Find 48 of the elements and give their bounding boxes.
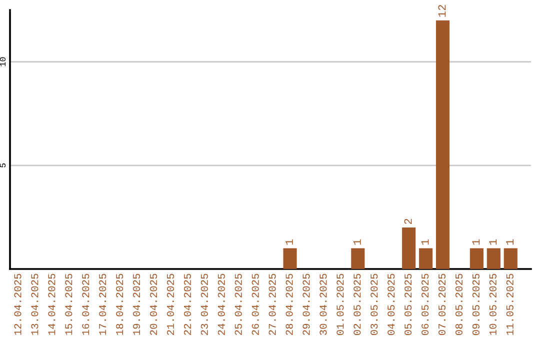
x-tick-label: 07.05.2025 <box>438 274 446 336</box>
data-label: 1 <box>286 239 293 245</box>
x-tick-label: 03.05.2025 <box>370 274 378 336</box>
x-tick-label: 22.04.2025 <box>184 274 191 335</box>
x-tick-label: 27.04.2025 <box>268 274 276 335</box>
x-tick-label: 18.04.2025 <box>116 274 124 335</box>
x-tick-label: 25.04.2025 <box>234 274 242 335</box>
x-tick-label: 21.04.2025 <box>166 274 174 335</box>
bar <box>504 248 518 269</box>
x-tick-label: 26.04.2025 <box>252 274 259 335</box>
bar <box>351 248 365 269</box>
x-tick-label: 08.05.2025 <box>455 274 463 336</box>
data-label: 1 <box>353 239 361 245</box>
x-tick-label: 24.04.2025 <box>218 274 225 335</box>
x-tick-label: 19.04.2025 <box>133 274 140 335</box>
x-tick-label: 30.04.2025 <box>320 274 327 336</box>
x-tick-label: 12.04.2025 <box>14 274 22 335</box>
x-tick-label: 09.05.2025 <box>472 274 480 336</box>
bar <box>470 248 484 269</box>
x-tick-label: 05.05.2025 <box>404 274 412 336</box>
x-tick-label: 28.04.2025 <box>286 274 293 335</box>
x-tick-label: 10.05.2025 <box>489 274 496 335</box>
data-label: 1 <box>489 239 497 245</box>
x-tick-label: 16.04.2025 <box>82 274 90 335</box>
bar <box>418 248 433 269</box>
x-tick-label: 23.04.2025 <box>200 274 208 335</box>
x-tick-label: 15.04.2025 <box>65 274 72 335</box>
y-tick-label: 5 <box>0 163 6 168</box>
data-label: 1 <box>472 239 480 245</box>
x-tick-label: 04.05.2025 <box>388 274 395 336</box>
data-label: 2 <box>404 218 412 224</box>
x-tick-label: 01.05.2025 <box>336 274 344 336</box>
data-label: 1 <box>506 239 514 245</box>
bar <box>436 20 450 269</box>
bar <box>402 228 416 269</box>
bar <box>283 248 297 269</box>
x-tick-label: 29.04.2025 <box>302 274 310 335</box>
y-tick-label: 10 <box>0 57 6 66</box>
x-tick-label: 13.04.2025 <box>31 274 38 335</box>
x-tick-label: 02.05.2025 <box>354 274 361 336</box>
x-tick-label: 14.04.2025 <box>48 274 56 335</box>
data-label: 1 <box>421 239 429 245</box>
data-label: 12 <box>438 5 446 17</box>
x-tick-label: 11.05.2025 <box>506 274 514 335</box>
x-tick-label: 06.05.2025 <box>422 274 429 336</box>
bar <box>486 248 500 269</box>
x-tick-label: 17.04.2025 <box>99 274 106 335</box>
x-tick-label: 20.04.2025 <box>150 274 158 335</box>
